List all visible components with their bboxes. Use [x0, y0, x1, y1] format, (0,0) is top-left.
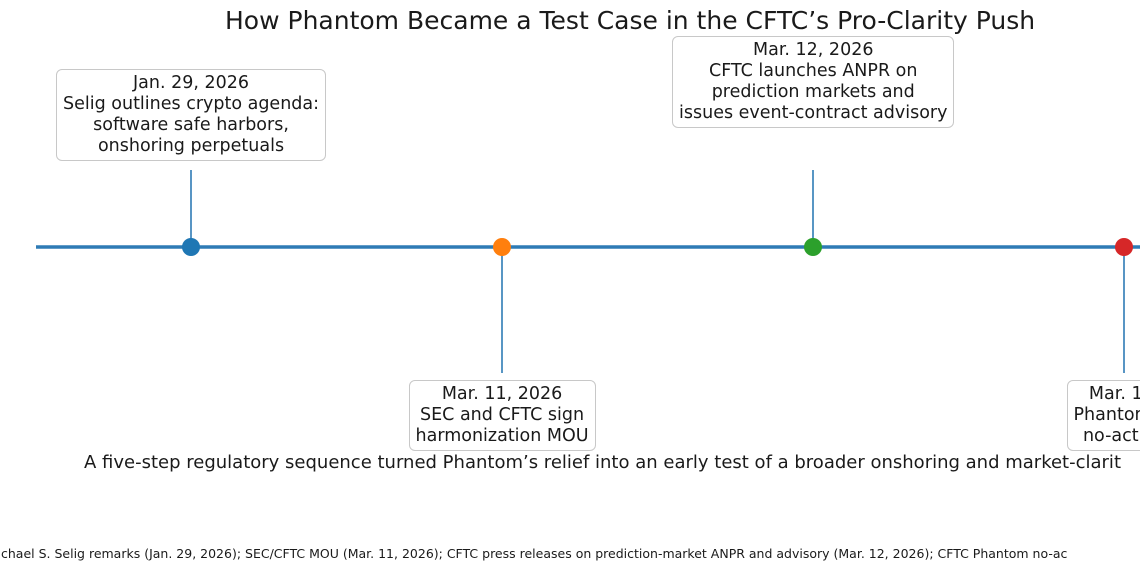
event-label-line: Jan. 29, 2026 — [132, 73, 250, 93]
event-marker — [804, 238, 822, 256]
event-label-line: SEC and CFTC sign — [420, 405, 585, 425]
event-label-line: Selig outlines crypto agenda: — [63, 94, 320, 114]
event-label-box: Mar. 17,Phantom reno-action — [1066, 380, 1140, 451]
event-label-box: Mar. 12, 2026 CFTC launches ANPR on predic… — [672, 36, 955, 128]
event-label-line: CFTC launches ANPR on — [708, 61, 918, 81]
event-marker — [1115, 238, 1133, 256]
event-label-line: no-action — [1082, 426, 1140, 446]
event-label-line: Mar. 17, — [1088, 384, 1140, 404]
chart-title: How Phantom Became a Test Case in the CF… — [225, 6, 1036, 35]
event-label-line: Mar. 12, 2026 — [753, 40, 874, 60]
event-label-line: harmonization MOU — [415, 426, 589, 446]
event-label-line: Mar. 11, 2026 — [441, 384, 563, 404]
event-label-line: issues event-contract advisory — [679, 103, 948, 123]
event-marker — [493, 238, 511, 256]
chart-subtitle: A five-step regulatory sequence turned P… — [84, 452, 1121, 473]
event-label-line: onshoring perpetuals — [97, 136, 285, 156]
source-note: chael S. Selig remarks (Jan. 29, 2026); … — [1, 546, 1068, 561]
event-label-line: Phantom re — [1073, 405, 1140, 425]
event-marker — [182, 238, 200, 256]
event-label-line: software safe harbors, — [93, 115, 289, 135]
event-label-box: Jan. 29, 2026 Selig outlines crypto agend… — [56, 69, 327, 161]
event-label-line: prediction markets and — [711, 82, 915, 102]
event-label-box: Mar. 11, 2026 SEC and CFTC sign harmonizat… — [408, 380, 596, 451]
